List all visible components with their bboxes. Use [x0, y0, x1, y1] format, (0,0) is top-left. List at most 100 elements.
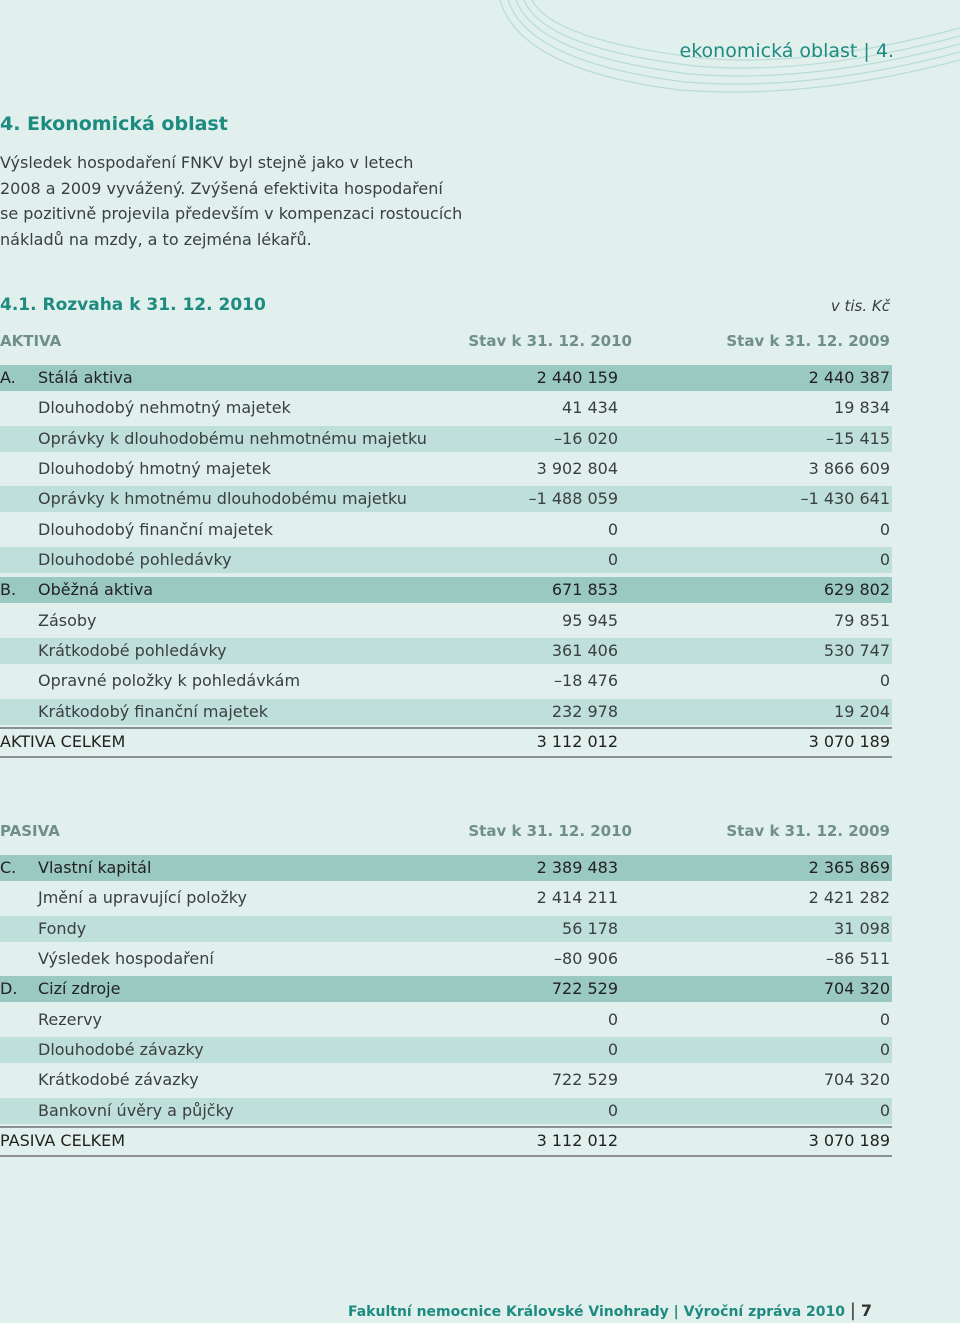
value-2009: –15 415	[826, 428, 890, 448]
row-label: Jmění a upravující položky	[38, 888, 247, 908]
value-2010: 722 529	[551, 979, 618, 999]
value-2010: 3 112 012	[536, 1130, 618, 1150]
section-band	[0, 976, 892, 1003]
row-code: D.	[0, 979, 18, 999]
row-label: Dlouhodobý hmotný majetek	[38, 458, 271, 478]
value-2009: 19 834	[834, 398, 890, 418]
value-2010: 41 434	[562, 398, 618, 418]
total-label: AKTIVA CELKEM	[0, 731, 126, 751]
row-label: Krátkodobé pohledávky	[38, 640, 227, 660]
total-rule	[0, 755, 892, 758]
value-2009: 704 320	[823, 1070, 890, 1090]
value-2010: 0	[607, 1039, 618, 1059]
row-label: Oběžná aktiva	[38, 580, 154, 600]
row-band	[0, 425, 892, 452]
total-rule	[0, 1125, 892, 1128]
value-2009: 0	[879, 1100, 890, 1120]
row-code: B.	[0, 580, 17, 600]
footer: Fakultní nemocnice Královské Vinohrady |…	[348, 1300, 872, 1321]
value-2010: 361 406	[551, 640, 618, 660]
row-label: Krátkodobý finanční majetek	[38, 701, 268, 721]
row-band	[0, 486, 892, 513]
value-2009: 704 320	[823, 979, 890, 999]
value-2009: 19 204	[834, 701, 890, 721]
value-2009: 530 747	[823, 640, 890, 660]
value-2009: 629 802	[823, 580, 890, 600]
paragraph-line: se pozitivně projevila především v kompe…	[0, 204, 463, 223]
value-2010: 0	[607, 1009, 618, 1029]
row-label: Výsledek hospodaření	[38, 948, 214, 968]
value-2010: –1 488 059	[528, 489, 618, 509]
section-band	[0, 855, 892, 881]
row-label: Dlouhodobé pohledávky	[38, 549, 232, 569]
paragraph-line: Výsledek hospodaření FNKV byl stejně jak…	[0, 153, 414, 172]
row-label: Dlouhodobé závazky	[38, 1039, 204, 1059]
column-header: AKTIVA	[0, 332, 62, 350]
row-label: Stálá aktiva	[38, 368, 133, 387]
row-band	[0, 637, 892, 664]
section-band	[0, 577, 892, 604]
paragraph-line: nákladů na mzdy, a to zejména lékařů.	[0, 229, 312, 249]
value-2010: 0	[607, 1100, 618, 1120]
value-2009: 0	[879, 519, 890, 539]
row-code: C.	[0, 858, 17, 877]
column-header: Stav k 31. 12. 2010	[468, 332, 632, 350]
row-label: Oprávky k dlouhodobému nehmotnému majetk…	[38, 428, 427, 448]
row-label: Krátkodobé závazky	[38, 1070, 199, 1090]
value-2009: 3 070 189	[808, 1130, 890, 1150]
value-2009: –86 511	[826, 948, 890, 968]
running-title: ekonomická oblast | 4.	[679, 40, 894, 62]
value-2009: 2 421 282	[808, 888, 890, 908]
value-2010: 0	[607, 519, 618, 539]
value-2010: –80 906	[554, 948, 618, 968]
row-label: Bankovní úvěry a půjčky	[38, 1100, 234, 1120]
column-header: PASIVA	[0, 822, 60, 840]
value-2009: 3 866 609	[808, 458, 890, 478]
value-2010: 2 414 211	[536, 888, 618, 908]
row-label: Opravné položky k pohledávkám	[38, 671, 301, 691]
column-header: Stav k 31. 12. 2009	[726, 332, 890, 350]
row-band	[0, 698, 892, 725]
value-2010: 2 440 159	[536, 368, 618, 387]
paragraph-line: 2008 a 2009 vyvážený. Zvýšená efektivita…	[0, 178, 443, 198]
row-label: Rezervy	[38, 1009, 102, 1029]
value-2010: 3 902 804	[536, 458, 618, 478]
row-band	[0, 1036, 892, 1063]
column-header: Stav k 31. 12. 2009	[726, 822, 890, 840]
value-2010: 0	[607, 549, 618, 569]
decoration	[499, 0, 960, 93]
value-2010: 232 978	[551, 701, 618, 721]
total-rule	[0, 726, 892, 729]
total-label: PASIVA CELKEM	[0, 1130, 125, 1150]
value-2009: 0	[879, 671, 890, 691]
value-2010: 95 945	[562, 610, 618, 630]
row-label: Zásoby	[38, 610, 97, 630]
column-header: Stav k 31. 12. 2010	[468, 822, 632, 840]
value-2010: 2 389 483	[536, 858, 618, 877]
value-2009: 0	[879, 549, 890, 569]
section-band	[0, 365, 892, 391]
row-code: A.	[0, 368, 16, 387]
footer-text: Fakultní nemocnice Královské Vinohrady |…	[347, 1304, 846, 1320]
row-label: Oprávky k hmotnému dlouhodobému majetku	[38, 489, 407, 509]
separator: |	[849, 1300, 856, 1321]
row-band	[0, 546, 892, 573]
value-2009: 0	[879, 1009, 890, 1029]
row-band	[0, 915, 892, 942]
value-2010: 56 178	[562, 918, 618, 938]
value-2009: –1 430 641	[800, 489, 890, 509]
value-2009: 2 365 869	[808, 858, 890, 877]
row-label: Dlouhodobý nehmotný majetek	[38, 398, 291, 418]
value-2010: 722 529	[551, 1070, 618, 1090]
row-label: Vlastní kapitál	[38, 858, 152, 877]
section-title: 4. Ekonomická oblast	[0, 113, 228, 135]
value-2010: –16 020	[554, 428, 618, 448]
row-label: Dlouhodobý finanční majetek	[38, 519, 273, 539]
row-label: Fondy	[38, 918, 87, 938]
value-2010: 3 112 012	[536, 731, 618, 751]
value-2009: 3 070 189	[808, 731, 890, 751]
unit: v tis. Kč	[830, 297, 890, 315]
value-2009: 0	[879, 1039, 890, 1059]
page-number: 7	[860, 1301, 872, 1320]
